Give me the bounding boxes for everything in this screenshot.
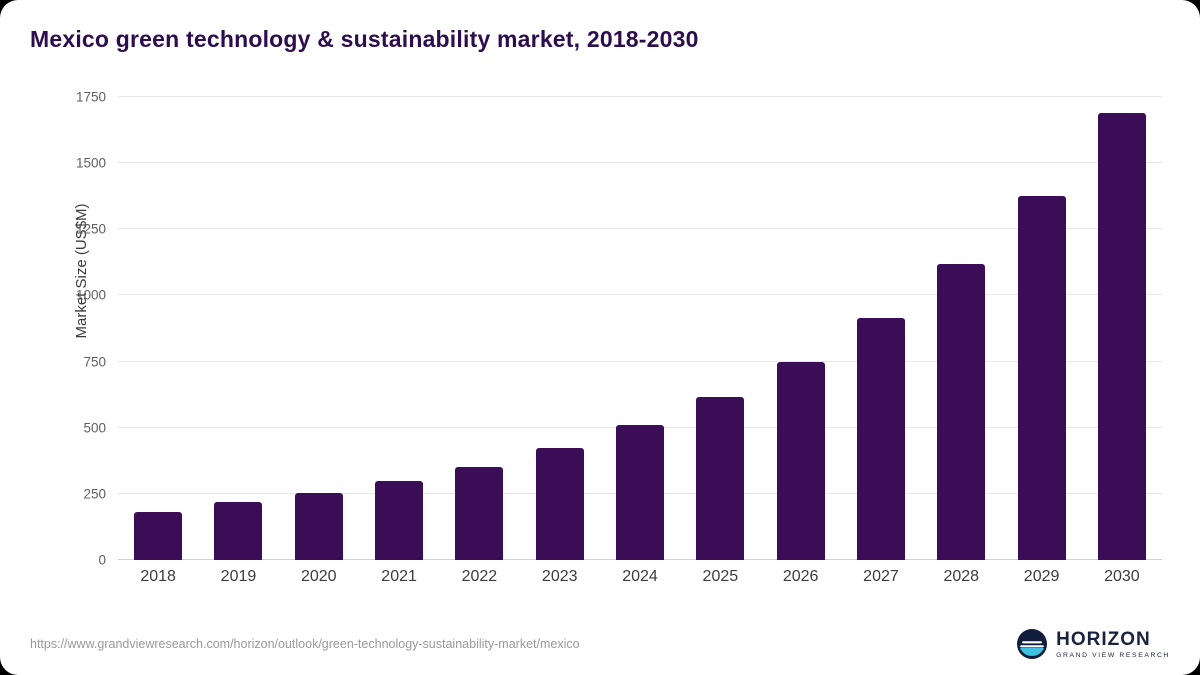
horizon-sub-brand: GRAND VIEW RESEARCH [1056,651,1170,659]
y-tick-label: 500 [83,420,106,436]
bar-slot [921,97,1001,560]
bar-slot [761,97,841,560]
x-tick-label: 2024 [622,568,658,585]
bar-2023 [535,448,584,560]
gridline [118,228,1162,230]
x-tick-label: 2027 [863,568,899,585]
horizon-logo-text: HORIZON GRAND VIEW RESEARCH [1056,630,1170,659]
bar-2018 [134,512,183,560]
y-tick-label: 750 [83,354,106,370]
bar-slot [439,97,519,560]
bar-2021 [375,481,424,560]
bar-slot [680,97,760,560]
gridline [118,162,1162,164]
bar-slot [279,97,359,560]
bar-2025 [696,396,745,560]
bar-2022 [455,466,504,560]
bar-2028 [937,263,986,560]
bar-2020 [294,492,343,560]
y-tick-label: 1000 [75,287,106,303]
bar-2027 [856,317,905,560]
bar-slot [1082,97,1162,560]
chart-title: Mexico green technology & sustainability… [30,26,699,52]
gridline [118,360,1162,362]
x-tick-label: 2020 [300,568,337,585]
x-tick-label: 2023 [541,568,578,585]
plot-area: 0 250 500 750 1000 1250 1500 1750 [76,90,1162,568]
y-tick-label: 1250 [75,221,106,237]
bar-2029 [1017,196,1066,560]
bar-2024 [616,425,665,560]
x-tick-label: 2026 [782,568,819,585]
x-tick-label: 2018 [140,568,176,585]
gridline [118,294,1162,296]
bar-slot [841,97,921,560]
source-url: https://www.grandviewresearch.com/horizo… [30,637,580,651]
chart-footer: https://www.grandviewresearch.com/horizo… [0,613,1200,675]
bar-2019 [214,501,263,560]
bar-slot [359,97,439,560]
bar-slot [520,97,600,560]
x-tick-label: 2030 [1104,568,1140,585]
bar-slot [198,97,278,560]
x-tick-label: 2022 [461,568,498,585]
horizon-logo: HORIZON GRAND VIEW RESEARCH [1017,629,1170,659]
x-axis-labels: 2018 2019 2020 2021 2022 2023 2024 2025 2026 2027… [118,568,1162,586]
bar-series [118,97,1162,560]
y-tick-label: 0 [98,552,106,568]
x-tick-label: 2025 [702,568,739,585]
bar-slot [600,97,680,560]
bar-slot [1001,97,1081,560]
x-tick-label: 2028 [943,568,980,585]
x-tick-label: 2029 [1023,568,1060,585]
bar-2026 [776,362,825,560]
horizon-logo-icon [1017,629,1048,659]
x-tick-label: 2019 [220,568,257,585]
horizon-brand: HORIZON [1056,628,1151,650]
y-tick-label: 1500 [75,155,106,171]
gridline [118,96,1162,97]
y-tick-label: 1750 [75,89,106,105]
bar-2030 [1097,112,1146,560]
x-tick-label: 2021 [381,568,417,585]
y-tick-label: 250 [83,486,106,502]
bar-slot [118,97,198,560]
